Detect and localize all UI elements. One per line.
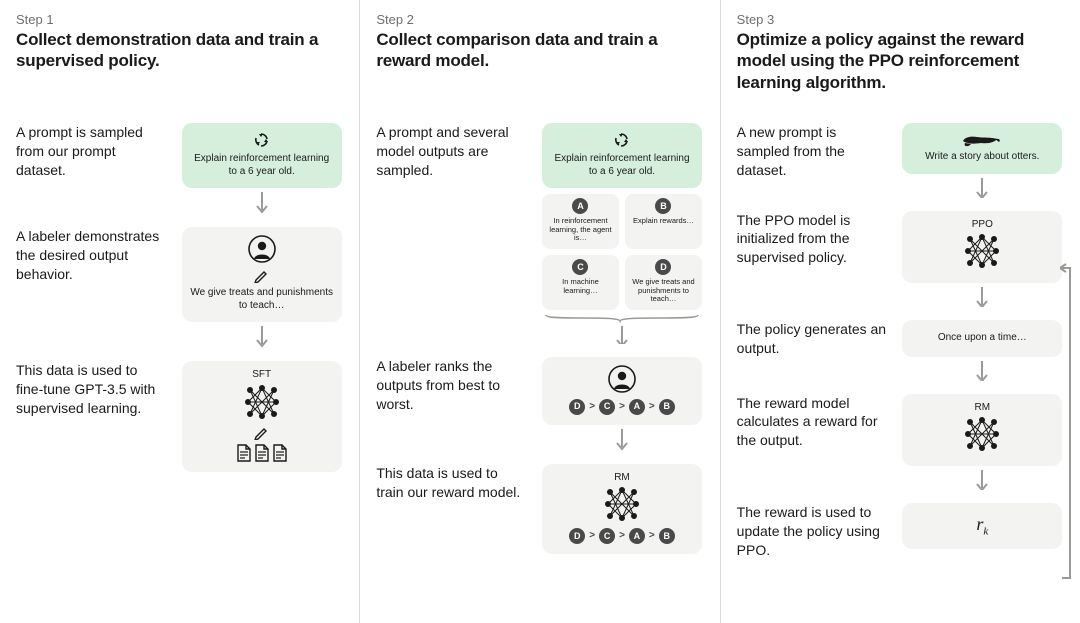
rm-card: RM D> C> A> B: [542, 464, 702, 555]
document-icon: [236, 444, 252, 462]
document-icon: [272, 444, 288, 462]
brace-icon: [542, 312, 702, 326]
step-2-column: Step 2 Collect comparison data and train…: [359, 0, 719, 623]
rm-card: RM: [902, 394, 1062, 467]
step-title: Optimize a policy against the reward mod…: [737, 29, 1064, 97]
documents-icon-row: [190, 444, 334, 462]
arrow-down-icon: [975, 178, 989, 198]
arrow-down-icon: [615, 326, 629, 344]
model-label: SFT: [190, 369, 334, 382]
user-icon: [608, 365, 636, 393]
recycle-icon: [613, 131, 631, 149]
model-label: RM: [550, 472, 694, 485]
step2-row-rank: A labeler ranks the outputs from best to…: [376, 357, 703, 458]
step-1-column: Step 1 Collect demonstration data and tr…: [0, 0, 359, 623]
step-label: Step 3: [737, 12, 1064, 27]
output-option-d: DWe give treats and punishments to teach…: [625, 255, 702, 310]
step2-row-rm: This data is used to train our reward mo…: [376, 464, 703, 555]
prompt-card: Explain reinforcement learning to a 6 ye…: [542, 123, 702, 188]
step2-row-sample: A prompt and several model outputs are s…: [376, 123, 703, 351]
ranking-pills: D> C> A> B: [550, 528, 694, 544]
step1-row-sft: This data is used to fine-tune GPT-3.5 w…: [16, 361, 343, 472]
row-description: This data is used to fine-tune GPT-3.5 w…: [16, 361, 166, 418]
step1-row-prompt: A prompt is sampled from our prompt data…: [16, 123, 343, 221]
step-title: Collect comparison data and train a rewa…: [376, 29, 703, 97]
row-description: The reward is used to update the policy …: [737, 503, 887, 560]
generated-output: Once upon a time…: [938, 332, 1027, 343]
output-option-c: CIn machine learning…: [542, 255, 619, 310]
otter-icon: [961, 131, 1003, 147]
model-label: PPO: [910, 219, 1054, 232]
model-outputs-grid: AIn reinforcement learning, the agent is…: [542, 194, 702, 310]
recycle-icon: [253, 131, 271, 149]
step3-row-output: The policy generates an output. Once upo…: [737, 320, 1064, 388]
model-label: RM: [910, 402, 1054, 415]
step-3-column: Step 3 Optimize a policy against the rew…: [720, 0, 1080, 623]
network-icon: [244, 384, 280, 420]
ranking-card: D> C> A> B: [542, 357, 702, 425]
pencil-icon: [254, 267, 270, 283]
ppo-card: PPO: [902, 211, 1062, 284]
arrow-down-icon: [975, 361, 989, 381]
user-icon: [248, 235, 276, 263]
arrow-down-icon: [975, 470, 989, 490]
prompt-text: Write a story about otters.: [925, 151, 1039, 162]
prompt-card: Write a story about otters.: [902, 123, 1062, 174]
prompt-card: Explain reinforcement learning to a 6 ye…: [182, 123, 342, 188]
network-icon: [964, 233, 1000, 269]
arrow-down-icon: [255, 326, 269, 348]
row-description: The reward model calculates a reward for…: [737, 394, 887, 451]
step3-row-ppo: The PPO model is initialized from the su…: [737, 211, 1064, 315]
step3-row-rm: The reward model calculates a reward for…: [737, 394, 1064, 498]
arrow-down-icon: [975, 287, 989, 307]
row-description: The policy generates an output.: [737, 320, 887, 358]
labeler-output: We give treats and punishments to teach…: [190, 287, 333, 311]
step-label: Step 1: [16, 12, 343, 27]
row-description: The PPO model is initialized from the su…: [737, 211, 887, 268]
row-description: This data is used to train our reward mo…: [376, 464, 526, 502]
arrow-down-icon: [255, 192, 269, 214]
network-icon: [604, 486, 640, 522]
network-icon: [964, 416, 1000, 452]
document-icon: [254, 444, 270, 462]
row-description: A new prompt is sampled from the dataset…: [737, 123, 887, 180]
output-option-b: BExplain rewards…: [625, 194, 702, 249]
reward-symbol: rk: [976, 514, 988, 534]
prompt-text: Explain reinforcement learning to a 6 ye…: [554, 153, 689, 177]
arrow-down-icon: [615, 429, 629, 451]
ranking-pills: D> C> A> B: [550, 399, 694, 415]
diagram: Step 1 Collect demonstration data and tr…: [0, 0, 1080, 623]
row-description: A prompt is sampled from our prompt data…: [16, 123, 166, 180]
row-description: A prompt and several model outputs are s…: [376, 123, 526, 180]
step3-row-prompt: A new prompt is sampled from the dataset…: [737, 123, 1064, 205]
sft-card: SFT: [182, 361, 342, 472]
labeler-card: We give treats and punishments to teach…: [182, 227, 342, 322]
step-title: Collect demonstration data and train a s…: [16, 29, 343, 97]
pencil-icon: [254, 424, 270, 440]
output-card: Once upon a time…: [902, 320, 1062, 357]
step-label: Step 2: [376, 12, 703, 27]
step1-row-labeler: A labeler demonstrates the desired outpu…: [16, 227, 343, 355]
row-description: A labeler demonstrates the desired outpu…: [16, 227, 166, 284]
output-option-a: AIn reinforcement learning, the agent is…: [542, 194, 619, 249]
reward-card: rk: [902, 503, 1062, 549]
row-description: A labeler ranks the outputs from best to…: [376, 357, 526, 414]
step3-row-reward: The reward is used to update the policy …: [737, 503, 1064, 560]
prompt-text: Explain reinforcement learning to a 6 ye…: [194, 153, 329, 177]
